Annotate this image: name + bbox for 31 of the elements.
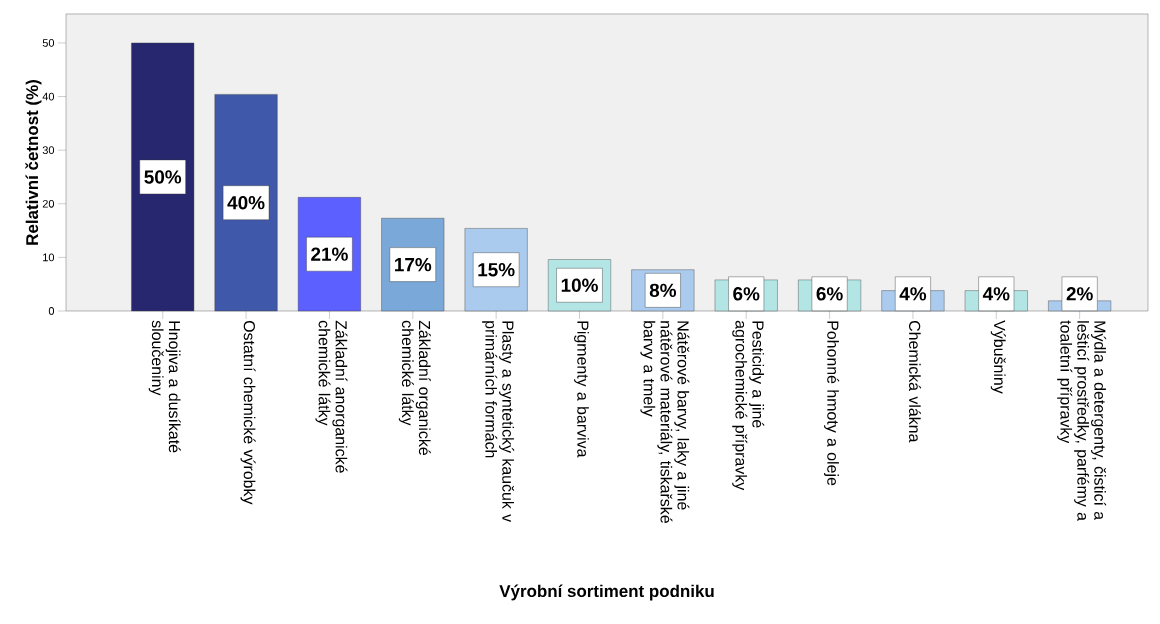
y-tick-label: 50	[42, 39, 55, 47]
x-tick-label: Hnojiva a dusíkaté sloučeniny	[148, 320, 181, 453]
x-tick-label: Ostatní chemické výrobky	[240, 320, 256, 505]
y-axis-title: Relativní četnost (%)	[25, 80, 42, 245]
y-tick-label: 0	[48, 307, 55, 315]
x-tick-label: Nátěrové barvy, laky a jiné nátěrové materiály, tiskařské barvy a tmely	[640, 321, 690, 523]
x-tick-label: Pigmenty a barviva	[574, 321, 589, 458]
data-label: 50%	[144, 170, 182, 184]
data-label: 17%	[395, 257, 432, 272]
y-tick-label: 20	[42, 199, 55, 208]
x-tick-label: Mýdla a detergenty, čisticí a lešticí prostředky, parfémy a toaletní přípravky	[1057, 320, 1107, 521]
x-tick-label: Chemická vlákna	[908, 321, 921, 443]
data-label: 2%	[1066, 287, 1093, 301]
x-tick-label: Plasty a syntetický kaučuk v primárních formách	[482, 321, 515, 523]
data-label: 6%	[816, 287, 843, 301]
data-label: 4%	[982, 287, 1010, 301]
data-label: 4%	[899, 287, 927, 301]
data-label: 15%	[478, 263, 515, 277]
data-label: 21%	[311, 247, 348, 261]
data-label: 8%	[649, 283, 677, 298]
y-tick-label: 10	[43, 253, 55, 262]
y-tick-label: 30	[42, 146, 55, 155]
x-tick-label: Pesticidy a jiné agrochemické přípravky	[732, 320, 765, 491]
x-tick-label: Výbušniny	[990, 320, 1006, 394]
y-tick-label: 40	[42, 92, 55, 101]
x-axis-title: Výrobní sortiment podniku	[499, 584, 714, 601]
data-label: 6%	[733, 287, 760, 301]
data-label: 10%	[561, 278, 598, 292]
x-tick-label: Pohonné hmoty a oleje	[824, 321, 840, 486]
x-tick-label: Základní anorganické chemické látky	[315, 320, 348, 473]
data-label: 40%	[227, 195, 265, 210]
